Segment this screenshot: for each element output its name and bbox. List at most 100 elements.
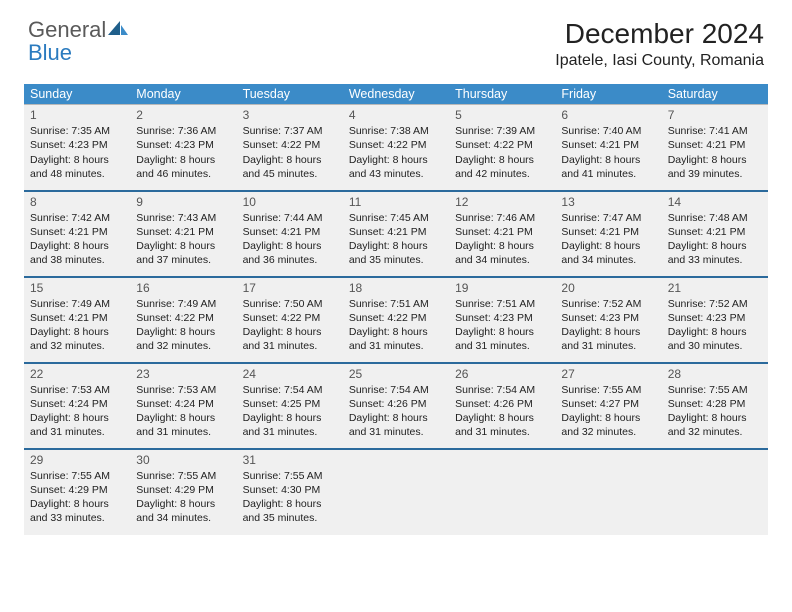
day-cell: 29Sunrise: 7:55 AMSunset: 4:29 PMDayligh… xyxy=(24,449,130,535)
day-cell: 24Sunrise: 7:54 AMSunset: 4:25 PMDayligh… xyxy=(237,363,343,449)
day-number: 6 xyxy=(561,107,655,123)
sunrise-line: Sunrise: 7:55 AM xyxy=(243,469,337,483)
sunset-line: Sunset: 4:21 PM xyxy=(668,138,762,152)
day-header-row: Sunday Monday Tuesday Wednesday Thursday… xyxy=(24,84,768,105)
empty-cell xyxy=(555,449,661,535)
week-row: 29Sunrise: 7:55 AMSunset: 4:29 PMDayligh… xyxy=(24,449,768,535)
sunset-line: Sunset: 4:29 PM xyxy=(136,483,230,497)
sunrise-line: Sunrise: 7:52 AM xyxy=(668,297,762,311)
day-cell: 28Sunrise: 7:55 AMSunset: 4:28 PMDayligh… xyxy=(662,363,768,449)
sail-icon xyxy=(108,17,128,42)
day-number: 22 xyxy=(30,366,124,382)
sunset-line: Sunset: 4:21 PM xyxy=(668,225,762,239)
month-title: December 2024 xyxy=(555,18,764,50)
sunset-line: Sunset: 4:29 PM xyxy=(30,483,124,497)
sunset-line: Sunset: 4:23 PM xyxy=(136,138,230,152)
day-cell: 30Sunrise: 7:55 AMSunset: 4:29 PMDayligh… xyxy=(130,449,236,535)
day-cell: 10Sunrise: 7:44 AMSunset: 4:21 PMDayligh… xyxy=(237,191,343,277)
daylight-line: Daylight: 8 hours and 33 minutes. xyxy=(30,497,124,525)
day-cell: 13Sunrise: 7:47 AMSunset: 4:21 PMDayligh… xyxy=(555,191,661,277)
week-row: 22Sunrise: 7:53 AMSunset: 4:24 PMDayligh… xyxy=(24,363,768,449)
sunrise-line: Sunrise: 7:48 AM xyxy=(668,211,762,225)
sunrise-line: Sunrise: 7:45 AM xyxy=(349,211,443,225)
day-number: 24 xyxy=(243,366,337,382)
week-row: 1Sunrise: 7:35 AMSunset: 4:23 PMDaylight… xyxy=(24,105,768,191)
sunrise-line: Sunrise: 7:55 AM xyxy=(561,383,655,397)
day-number: 14 xyxy=(668,194,762,210)
daylight-line: Daylight: 8 hours and 39 minutes. xyxy=(668,153,762,181)
sunrise-line: Sunrise: 7:40 AM xyxy=(561,124,655,138)
sunrise-line: Sunrise: 7:55 AM xyxy=(136,469,230,483)
day-number: 3 xyxy=(243,107,337,123)
sunset-line: Sunset: 4:28 PM xyxy=(668,397,762,411)
day-cell: 18Sunrise: 7:51 AMSunset: 4:22 PMDayligh… xyxy=(343,277,449,363)
sunrise-line: Sunrise: 7:52 AM xyxy=(561,297,655,311)
sunrise-line: Sunrise: 7:46 AM xyxy=(455,211,549,225)
day-cell: 25Sunrise: 7:54 AMSunset: 4:26 PMDayligh… xyxy=(343,363,449,449)
sunset-line: Sunset: 4:26 PM xyxy=(349,397,443,411)
day-number: 1 xyxy=(30,107,124,123)
day-cell: 9Sunrise: 7:43 AMSunset: 4:21 PMDaylight… xyxy=(130,191,236,277)
daylight-line: Daylight: 8 hours and 31 minutes. xyxy=(136,411,230,439)
daylight-line: Daylight: 8 hours and 46 minutes. xyxy=(136,153,230,181)
day-number: 10 xyxy=(243,194,337,210)
sunset-line: Sunset: 4:24 PM xyxy=(136,397,230,411)
sunset-line: Sunset: 4:21 PM xyxy=(136,225,230,239)
day-number: 9 xyxy=(136,194,230,210)
daylight-line: Daylight: 8 hours and 34 minutes. xyxy=(561,239,655,267)
sunset-line: Sunset: 4:23 PM xyxy=(30,138,124,152)
day-cell: 1Sunrise: 7:35 AMSunset: 4:23 PMDaylight… xyxy=(24,105,130,191)
empty-cell xyxy=(343,449,449,535)
day-number: 5 xyxy=(455,107,549,123)
sunrise-line: Sunrise: 7:38 AM xyxy=(349,124,443,138)
day-number: 2 xyxy=(136,107,230,123)
sunrise-line: Sunrise: 7:47 AM xyxy=(561,211,655,225)
day-number: 17 xyxy=(243,280,337,296)
daylight-line: Daylight: 8 hours and 38 minutes. xyxy=(30,239,124,267)
sunrise-line: Sunrise: 7:53 AM xyxy=(136,383,230,397)
sunset-line: Sunset: 4:21 PM xyxy=(561,225,655,239)
daylight-line: Daylight: 8 hours and 45 minutes. xyxy=(243,153,337,181)
daylight-line: Daylight: 8 hours and 31 minutes. xyxy=(243,411,337,439)
dayhead-sat: Saturday xyxy=(662,84,768,105)
sunrise-line: Sunrise: 7:54 AM xyxy=(349,383,443,397)
day-number: 29 xyxy=(30,452,124,468)
sunset-line: Sunset: 4:23 PM xyxy=(561,311,655,325)
day-number: 30 xyxy=(136,452,230,468)
sunset-line: Sunset: 4:26 PM xyxy=(455,397,549,411)
daylight-line: Daylight: 8 hours and 43 minutes. xyxy=(349,153,443,181)
daylight-line: Daylight: 8 hours and 30 minutes. xyxy=(668,325,762,353)
sunset-line: Sunset: 4:21 PM xyxy=(30,311,124,325)
dayhead-tue: Tuesday xyxy=(237,84,343,105)
daylight-line: Daylight: 8 hours and 32 minutes. xyxy=(136,325,230,353)
dayhead-mon: Monday xyxy=(130,84,236,105)
day-cell: 27Sunrise: 7:55 AMSunset: 4:27 PMDayligh… xyxy=(555,363,661,449)
day-number: 26 xyxy=(455,366,549,382)
daylight-line: Daylight: 8 hours and 32 minutes. xyxy=(668,411,762,439)
day-number: 23 xyxy=(136,366,230,382)
dayhead-sun: Sunday xyxy=(24,84,130,105)
daylight-line: Daylight: 8 hours and 34 minutes. xyxy=(455,239,549,267)
daylight-line: Daylight: 8 hours and 36 minutes. xyxy=(243,239,337,267)
header: General Blue December 2024 Ipatele, Iasi… xyxy=(0,0,792,78)
sunset-line: Sunset: 4:23 PM xyxy=(668,311,762,325)
day-number: 21 xyxy=(668,280,762,296)
day-number: 7 xyxy=(668,107,762,123)
daylight-line: Daylight: 8 hours and 31 minutes. xyxy=(455,325,549,353)
sunset-line: Sunset: 4:22 PM xyxy=(349,311,443,325)
title-block: December 2024 Ipatele, Iasi County, Roma… xyxy=(555,18,764,70)
sunset-line: Sunset: 4:22 PM xyxy=(243,138,337,152)
day-cell: 8Sunrise: 7:42 AMSunset: 4:21 PMDaylight… xyxy=(24,191,130,277)
day-cell: 19Sunrise: 7:51 AMSunset: 4:23 PMDayligh… xyxy=(449,277,555,363)
daylight-line: Daylight: 8 hours and 31 minutes. xyxy=(561,325,655,353)
day-cell: 16Sunrise: 7:49 AMSunset: 4:22 PMDayligh… xyxy=(130,277,236,363)
sunrise-line: Sunrise: 7:51 AM xyxy=(455,297,549,311)
brand-part1: General xyxy=(28,17,106,42)
brand-part2: Blue xyxy=(28,40,72,65)
sunset-line: Sunset: 4:27 PM xyxy=(561,397,655,411)
day-number: 27 xyxy=(561,366,655,382)
sunrise-line: Sunrise: 7:42 AM xyxy=(30,211,124,225)
sunset-line: Sunset: 4:21 PM xyxy=(30,225,124,239)
daylight-line: Daylight: 8 hours and 37 minutes. xyxy=(136,239,230,267)
dayhead-wed: Wednesday xyxy=(343,84,449,105)
